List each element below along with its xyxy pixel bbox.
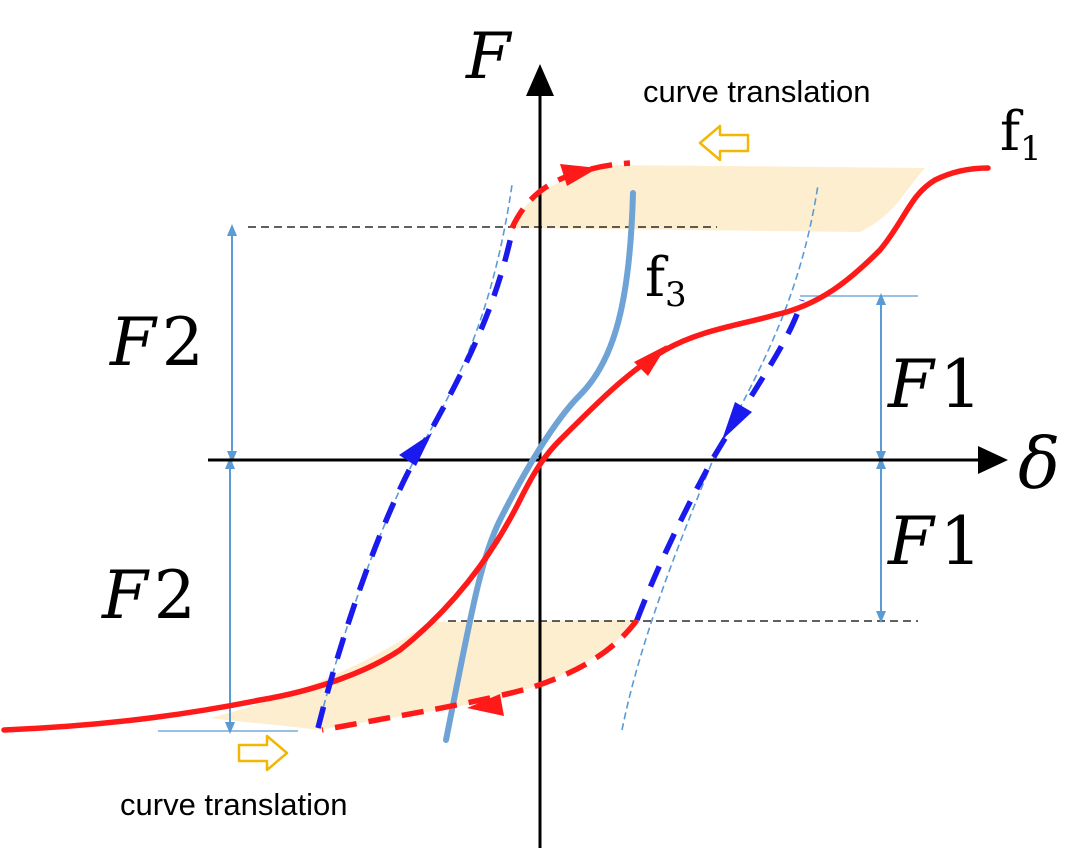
arrowhead-reload-bottom xyxy=(467,694,504,716)
arrowhead-unload-left xyxy=(399,433,432,466)
translation-caption-bottom: curve translation xyxy=(120,787,347,822)
curve-f3 xyxy=(443,190,636,743)
arrowhead-reload-top xyxy=(560,164,598,186)
translation-arrow-left-icon xyxy=(698,124,750,162)
curve-label-f1: f1 xyxy=(1000,100,1042,169)
translation-arrow-right-icon xyxy=(237,734,289,772)
curve-label-f1-sub: 1 xyxy=(1020,129,1042,169)
label-f2-lower: F2 xyxy=(101,557,196,634)
y-axis-label: F xyxy=(465,20,513,94)
reload-dashed-bottom xyxy=(321,618,640,733)
curve-label-f3-sub: 3 xyxy=(665,275,687,315)
y-axis-arrowhead xyxy=(526,64,554,96)
curve-label-f3: f3 xyxy=(645,246,687,315)
label-f1-upper: F1 xyxy=(887,346,982,423)
translation-caption-top: curve translation xyxy=(643,74,870,109)
x-axis-arrowhead xyxy=(978,446,1008,474)
shaded-band-top xyxy=(512,165,925,232)
x-axis-label: δ xyxy=(1018,423,1060,505)
label-f2-upper: F2 xyxy=(109,304,204,381)
arrowhead-f1-up xyxy=(634,345,667,376)
curve-f1 xyxy=(1,165,991,733)
shaded-band-bottom xyxy=(210,620,637,730)
arrowhead-unload-right xyxy=(722,402,752,440)
label-f1-lower: F1 xyxy=(887,503,982,580)
unloading-dashed-right xyxy=(634,299,805,621)
